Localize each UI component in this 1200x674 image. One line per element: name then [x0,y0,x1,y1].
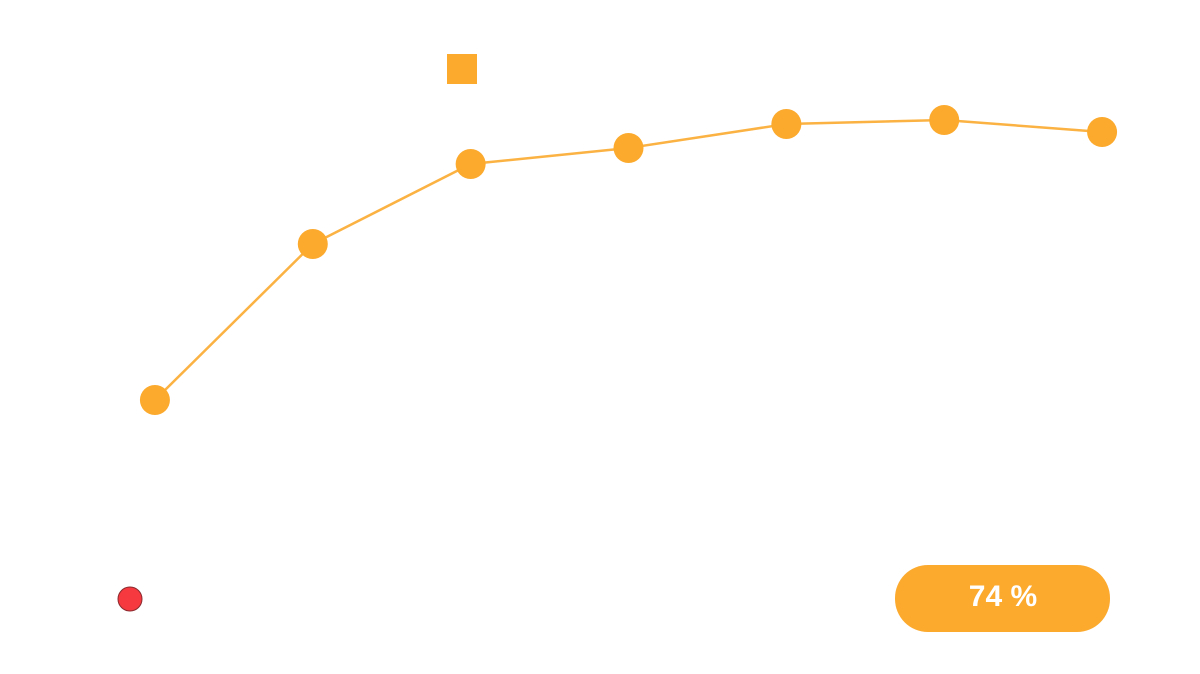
legend-swatch [447,54,477,84]
data-point [613,133,644,163]
record-indicator[interactable] [117,586,143,612]
badge-label: 74 % [969,580,1037,613]
data-point [1087,117,1118,147]
data-point [297,229,328,259]
badge [895,565,1110,632]
data-point [771,109,802,139]
data-point [455,149,486,179]
data-point [139,385,170,415]
data-point [929,105,960,135]
